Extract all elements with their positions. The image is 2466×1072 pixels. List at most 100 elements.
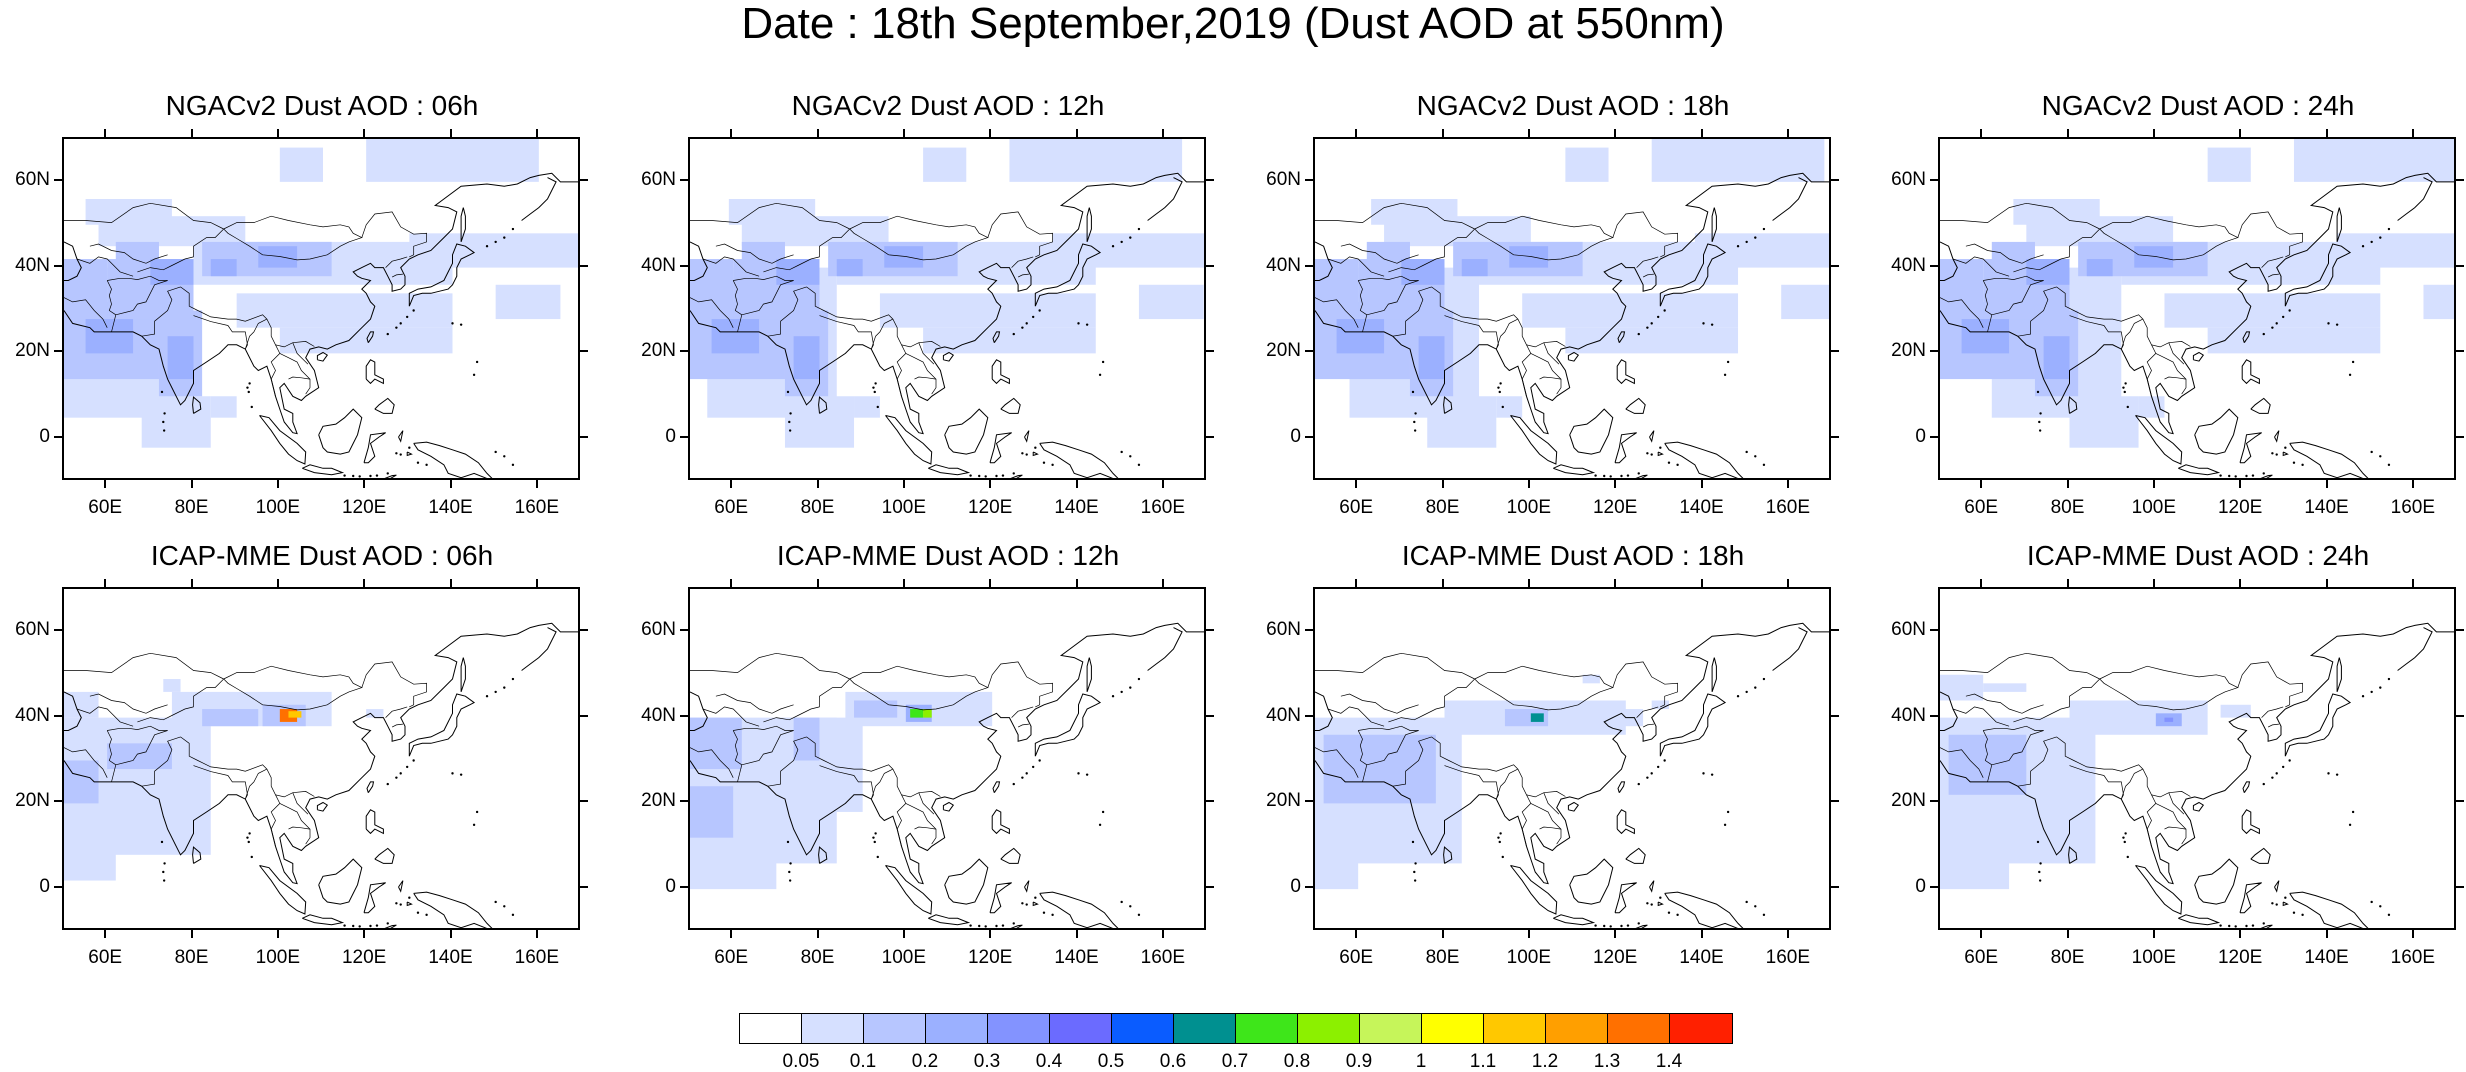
island (511, 227, 515, 231)
lat-tick-label: 0 (665, 426, 676, 448)
country-border (1392, 736, 1432, 787)
aod-cell (1336, 319, 1385, 354)
country-border (1358, 275, 1419, 281)
aod-cell (1565, 327, 1739, 354)
coastline (374, 847, 395, 864)
tick-mark (1075, 930, 1078, 938)
coastline (1039, 891, 1119, 928)
colorbar-box (1112, 1014, 1174, 1043)
island (162, 870, 165, 874)
lat-tick-label: 40N (641, 704, 676, 726)
island (1620, 474, 1623, 478)
country-border (690, 297, 734, 328)
island (246, 836, 249, 839)
lon-tick-label: 140E (1054, 497, 1099, 518)
aod-cell (690, 717, 742, 770)
map-canvas (1315, 139, 1829, 478)
country-border (1358, 725, 1419, 731)
coastline (2241, 359, 2260, 385)
coastline (1649, 880, 1655, 893)
aod-cell (776, 259, 820, 285)
island (248, 832, 251, 835)
country-border (244, 318, 268, 350)
island (494, 690, 497, 694)
lon-tick-label: 120E (967, 947, 1013, 968)
island (789, 412, 792, 415)
island (1414, 412, 1417, 415)
coastline (2178, 914, 2221, 926)
tick-mark (1305, 714, 1313, 717)
island (1762, 677, 1766, 681)
coastline (1625, 847, 1646, 864)
island (503, 455, 506, 458)
aod-cell (163, 679, 181, 692)
coastline (365, 809, 384, 835)
aod-cell (107, 743, 172, 770)
island (2124, 382, 2127, 385)
lat-tick-label: 0 (1290, 876, 1301, 898)
island (1413, 429, 1417, 432)
lat-tick-label: 60N (641, 168, 676, 190)
lon-tick-label: 140E (2304, 497, 2349, 518)
lon-tick-label: 100E (1506, 947, 1552, 968)
island (2275, 772, 2278, 775)
tick-mark (54, 886, 62, 889)
map-canvas (1940, 622, 2454, 928)
island (1414, 862, 1417, 865)
tick-mark (1355, 930, 1358, 938)
island (1726, 360, 1730, 364)
coastline (1567, 801, 1580, 812)
tick-mark (730, 930, 733, 938)
country-border (2103, 775, 2124, 800)
country-border (2103, 325, 2124, 350)
aod-cell (1565, 147, 1609, 182)
island (459, 323, 463, 326)
island (2379, 686, 2382, 689)
coastline (316, 351, 329, 362)
island (386, 782, 389, 786)
island (1098, 823, 1102, 827)
lon-tick-label: 80E (2050, 497, 2085, 518)
coastline (521, 177, 557, 221)
country-border (1478, 325, 1499, 350)
country-border (1444, 678, 1475, 707)
figure-title: Date : 18th September,2019 (Dust AOD at … (741, 0, 1725, 48)
coastline (2239, 432, 2262, 464)
island (1413, 870, 1416, 874)
tick-mark (580, 264, 588, 267)
coastline (2284, 693, 2352, 757)
country-border (849, 215, 989, 261)
tick-mark (535, 579, 538, 587)
island (425, 463, 428, 467)
tick-mark (1614, 480, 1617, 488)
coastline (1772, 177, 1808, 221)
island (503, 236, 506, 239)
country-border (763, 256, 820, 273)
tick-mark (1075, 579, 1078, 587)
island (1129, 455, 1132, 458)
island (1025, 772, 1028, 775)
island (1031, 765, 1035, 769)
country-border (2013, 706, 2070, 723)
tick-mark (54, 628, 62, 631)
aod-cell (210, 396, 237, 418)
tick-mark (449, 930, 452, 938)
map-panel (1938, 137, 2456, 480)
aod-cell (2220, 704, 2251, 718)
tick-mark (902, 579, 905, 587)
coastline (406, 451, 413, 457)
country-border (1327, 706, 1385, 727)
island (511, 677, 515, 681)
tick-mark (54, 800, 62, 803)
coastline (992, 781, 1001, 793)
coastline (366, 781, 375, 793)
coastline (1940, 241, 1958, 281)
coastline (1664, 891, 1744, 928)
island (1031, 315, 1035, 319)
country-border (1965, 243, 2044, 264)
country-border (1011, 706, 1034, 718)
island (1042, 911, 1046, 914)
aod-cell (1323, 734, 1436, 804)
coastline (302, 464, 345, 476)
coastline (1086, 207, 1092, 243)
